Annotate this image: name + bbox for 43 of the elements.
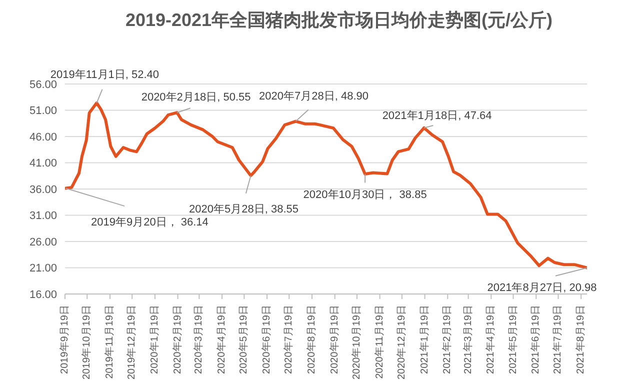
x-tick-label: 2019年11月19日 <box>103 305 116 379</box>
y-tick-label: 26.00 <box>29 236 57 248</box>
x-tick-label: 2020年9月19日 <box>328 305 340 374</box>
annotation: 2020年2月18日, 50.55 <box>141 92 251 104</box>
x-tick-label: 2020年8月19日 <box>305 305 318 374</box>
x-tick-label: 2021年7月19日 <box>552 305 564 374</box>
y-tick-label: 51.00 <box>29 105 57 118</box>
x-tick-label: 2020年6月19日 <box>260 305 273 374</box>
y-tick-label: 21.00 <box>29 262 57 275</box>
annotation: 2019年11月1日, 52.40 <box>50 68 160 81</box>
y-tick-label: 31.00 <box>29 210 57 222</box>
x-tick-label: 2020年11月19日 <box>373 305 386 379</box>
annotation: 2021年1月18日, 47.64 <box>382 110 492 122</box>
x-tick-label: 2021年6月19日 <box>530 305 542 374</box>
line-series <box>65 101 587 270</box>
x-tick-label: 2020年2月19日 <box>171 305 184 374</box>
x-tick-label: 2019年10月19日 <box>80 305 93 380</box>
x-tick-label: 2021年4月19日 <box>484 305 497 374</box>
annotation: 2020年10月30日， 38.85 <box>303 189 427 202</box>
x-tick-label: 2020年12月19日 <box>395 305 408 380</box>
x-tick-label: 2021年5月19日 <box>506 305 519 374</box>
annotation: 2020年7月28日, 48.90 <box>259 90 369 102</box>
annotation: 2019年9月20日， 36.14 <box>91 216 208 228</box>
chart-title: 2019-2021年全国猪肉批发市场日均价走势图(元/公斤) <box>124 9 554 32</box>
x-tick-label: 2020年7月19日 <box>282 305 295 374</box>
x-tick-label: 2020年4月19日 <box>216 305 228 374</box>
x-tick-label: 2021年3月19日 <box>462 305 474 374</box>
x-tick-label: 2019年12月19日 <box>126 305 138 380</box>
x-tick-label: 2020年1月19日 <box>148 305 160 374</box>
x-tick-label: 2020年5月19日 <box>238 305 250 374</box>
annotation: 2021年8月27日, 20.98 <box>487 282 597 294</box>
x-tick-label: 2020年10月19日 <box>350 305 362 380</box>
x-tick-label: 2020年3月19日 <box>192 305 205 374</box>
y-tick-label: 36.00 <box>29 184 57 196</box>
y-tick-label: 46.00 <box>29 131 57 144</box>
x-tick-label: 2019年9月19日 <box>58 305 70 374</box>
x-tick-label: 2021年1月19日 <box>418 305 430 374</box>
y-tick-label: 41.00 <box>29 158 57 170</box>
annotation: 2020年5月28日, 38.55 <box>189 204 299 216</box>
x-tick-label: 2021年8月19日 <box>574 305 587 374</box>
y-tick-label: 56.00 <box>29 78 57 91</box>
y-tick-label: 16.00 <box>29 288 57 301</box>
x-tick-label: 2021年2月19日 <box>441 305 454 374</box>
